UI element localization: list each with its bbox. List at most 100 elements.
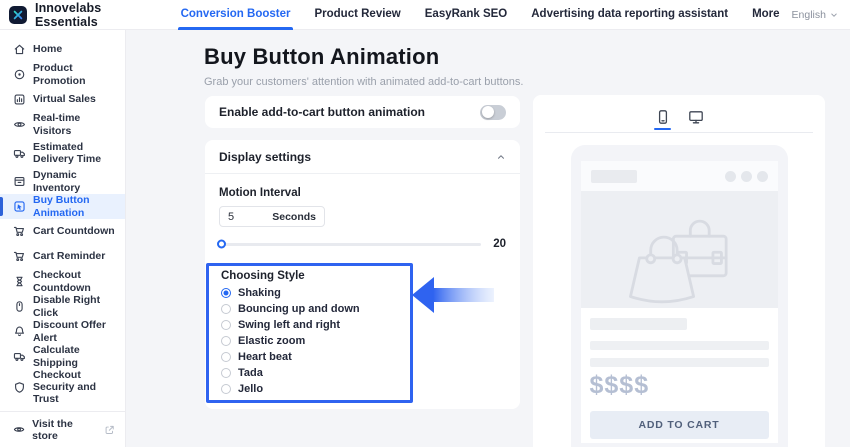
visit-the-store-label: Visit the store: [32, 417, 73, 442]
shield-icon: [13, 381, 26, 394]
tab-conversion-booster[interactable]: Conversion Booster: [169, 0, 303, 30]
tab-more[interactable]: More: [752, 7, 780, 20]
sidebar-item-label: Checkout Countdown: [33, 269, 91, 294]
top-navbar: Innovelabs Essentials Conversion Booster…: [0, 0, 850, 30]
sidebar-item-calculate-shipping[interactable]: Calculate Shipping: [0, 344, 125, 369]
box-icon: [14, 177, 25, 186]
dot: [724, 170, 736, 182]
bell-icon: [15, 326, 24, 337]
cursor-click-icon: [14, 201, 25, 212]
desktop-icon: [688, 110, 703, 123]
sidebar-item-buy-button-animation[interactable]: Buy Button Animation: [0, 194, 125, 219]
eye-icon: [13, 118, 26, 131]
mock-product-info: $$$$ ADD TO CART: [581, 318, 778, 439]
sidebar-item-label: Virtual Sales: [33, 93, 96, 106]
divider: [205, 173, 520, 174]
style-radio-option[interactable]: Elastic zoom: [221, 333, 410, 349]
style-option-label: Elastic zoom: [238, 335, 306, 347]
style-radio-option[interactable]: Tada: [221, 365, 410, 381]
sidebar-item-real-time-visitors[interactable]: Real-time Visitors: [0, 112, 125, 137]
chart-icon: [14, 94, 25, 105]
mock-logo-placeholder: [590, 169, 637, 183]
sidebar-item-label: Real-time Visitors: [33, 112, 81, 137]
mock-text-placeholder: [589, 358, 769, 367]
page-subtitle: Grab your customers' attention with anim…: [204, 76, 524, 88]
tutorial-arrow-icon: [412, 277, 494, 313]
display-settings-header[interactable]: Display settings: [205, 140, 520, 173]
motion-interval-label: Motion Interval: [219, 187, 301, 199]
home-icon: [14, 44, 25, 55]
main-content: Buy Button Animation Grab your customers…: [126, 30, 850, 447]
sidebar-item-discount-offer-alert[interactable]: Discount Offer Alert: [0, 319, 125, 344]
style-option-label: Swing left and right: [238, 319, 341, 331]
radio-icon[interactable]: [221, 384, 231, 394]
style-radio-option[interactable]: Shaking: [221, 285, 410, 301]
radio-icon[interactable]: [221, 368, 231, 378]
preview-panel: $$$$ ADD TO CART: [533, 95, 825, 447]
top-nav-tabs: Conversion Booster Product Review EasyRa…: [169, 0, 792, 30]
add-to-cart-button[interactable]: ADD TO CART: [589, 411, 769, 439]
enable-animation-card: Enable add-to-cart button animation: [205, 96, 520, 128]
enable-animation-toggle[interactable]: [480, 104, 506, 120]
mock-menu-dots: [724, 170, 768, 182]
motion-interval-value: 5: [228, 210, 235, 223]
eye-icon: [13, 427, 25, 432]
sidebar-item-cart-reminder[interactable]: Cart Reminder: [0, 244, 125, 269]
mouse-icon: [13, 300, 26, 313]
style-radio-option[interactable]: Jello: [221, 381, 410, 397]
style-radio-option[interactable]: Heart beat: [221, 349, 410, 365]
display-settings-card: Display settings Motion Interval 5 Secon…: [205, 140, 520, 409]
radio-icon[interactable]: [221, 320, 231, 330]
mock-store-header: [580, 161, 778, 191]
mobile-icon: [658, 109, 667, 124]
style-radio-option[interactable]: Swing left and right: [221, 317, 410, 333]
mobile-preview-button[interactable]: [654, 108, 671, 130]
radio-icon[interactable]: [221, 288, 231, 298]
sidebar-item-label: Product Promotion: [33, 62, 86, 87]
sidebar-nav: Home Product Promotion Virtual Sales Rea…: [0, 30, 126, 447]
sidebar-item-home[interactable]: Home: [0, 37, 125, 62]
desktop-preview-button[interactable]: [687, 108, 704, 125]
motion-interval-unit: Seconds: [272, 210, 316, 223]
target-icon: [14, 69, 25, 80]
radio-icon[interactable]: [221, 352, 231, 362]
mock-title-placeholder: [589, 318, 687, 330]
motion-interval-slider[interactable]: [217, 239, 482, 249]
tab-product-review[interactable]: Product Review: [314, 7, 401, 20]
sidebar-item-label: Checkout Security and Trust: [33, 369, 97, 406]
language-label: English: [791, 8, 826, 21]
phone-screen: $$$$ ADD TO CART: [580, 161, 778, 443]
phone-mockup: $$$$ ADD TO CART: [570, 145, 788, 447]
radio-icon[interactable]: [221, 336, 231, 346]
hourglass-icon: [16, 276, 23, 287]
sidebar-item-checkout-countdown[interactable]: Checkout Countdown: [0, 269, 125, 294]
style-option-label: Shaking: [238, 287, 281, 299]
tab-easyrank-seo[interactable]: EasyRank SEO: [424, 7, 508, 20]
brand-title: Innovelabs Essentials: [35, 0, 102, 29]
sidebar-item-checkout-security-and-trust[interactable]: Checkout Security and Trust: [0, 369, 125, 405]
style-option-label: Tada: [238, 367, 263, 379]
sidebar-item-label: Disable Right Click: [33, 294, 101, 319]
sidebar-item-virtual-sales[interactable]: Virtual Sales: [0, 87, 125, 112]
style-radio-option[interactable]: Bouncing up and down: [221, 301, 410, 317]
visit-the-store-link[interactable]: Visit the store: [0, 411, 125, 447]
radio-icon[interactable]: [221, 304, 231, 314]
sidebar-item-dynamic-inventory[interactable]: Dynamic Inventory: [0, 169, 125, 194]
sidebar-item-label: Estimated Delivery Time: [33, 140, 102, 165]
divider: [545, 132, 813, 133]
tab-advertising-data-reporting-assistant[interactable]: Advertising data reporting assistant: [531, 7, 729, 20]
style-option-label: Bouncing up and down: [238, 303, 360, 315]
sidebar-item-label: Discount Offer Alert: [33, 319, 106, 344]
app-logo-icon: [9, 5, 27, 24]
sidebar-item-product-promotion[interactable]: Product Promotion: [0, 62, 125, 87]
chevron-up-icon[interactable]: [496, 152, 506, 162]
language-selector[interactable]: English: [792, 9, 838, 21]
mock-price: $$$$: [589, 371, 650, 399]
chevron-down-icon: [831, 13, 837, 17]
sidebar-item-cart-countdown[interactable]: Cart Countdown: [0, 219, 125, 244]
slider-thumb[interactable]: [217, 239, 226, 249]
style-option-label: Heart beat: [238, 351, 292, 363]
sidebar-item-estimated-delivery-time[interactable]: Estimated Delivery Time: [0, 137, 125, 169]
sidebar-item-disable-right-click[interactable]: Disable Right Click: [0, 294, 125, 319]
motion-interval-input[interactable]: 5 Seconds: [219, 206, 325, 227]
